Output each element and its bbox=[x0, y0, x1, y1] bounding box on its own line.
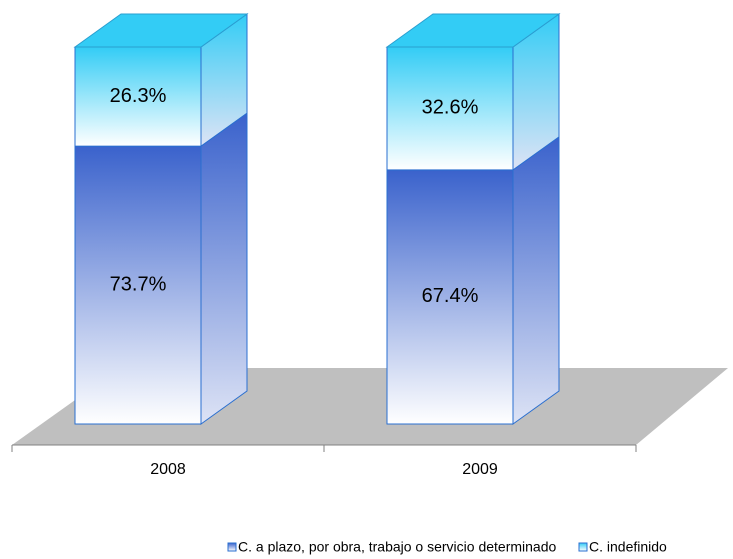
data-label: 67.4% bbox=[422, 285, 479, 307]
data-label: 26.3% bbox=[110, 85, 167, 107]
bar bbox=[386, 169, 514, 425]
x-tick-label: 2008 bbox=[150, 461, 186, 478]
bar-side bbox=[512, 135, 560, 425]
bar-side bbox=[200, 112, 248, 425]
bar-top bbox=[73, 13, 249, 48]
data-label: 73.7% bbox=[110, 273, 167, 295]
bar bbox=[74, 145, 202, 425]
x-tick-label: 2009 bbox=[462, 461, 498, 478]
legend-label: C. a plazo, por obra, trabajo o servicio… bbox=[238, 539, 556, 555]
legend-marker bbox=[227, 542, 237, 552]
bar-top bbox=[385, 13, 561, 48]
bar bbox=[74, 46, 202, 147]
legend-label: C. indefinido bbox=[589, 539, 667, 555]
legend-marker bbox=[578, 542, 588, 552]
data-label: 32.6% bbox=[422, 97, 479, 119]
